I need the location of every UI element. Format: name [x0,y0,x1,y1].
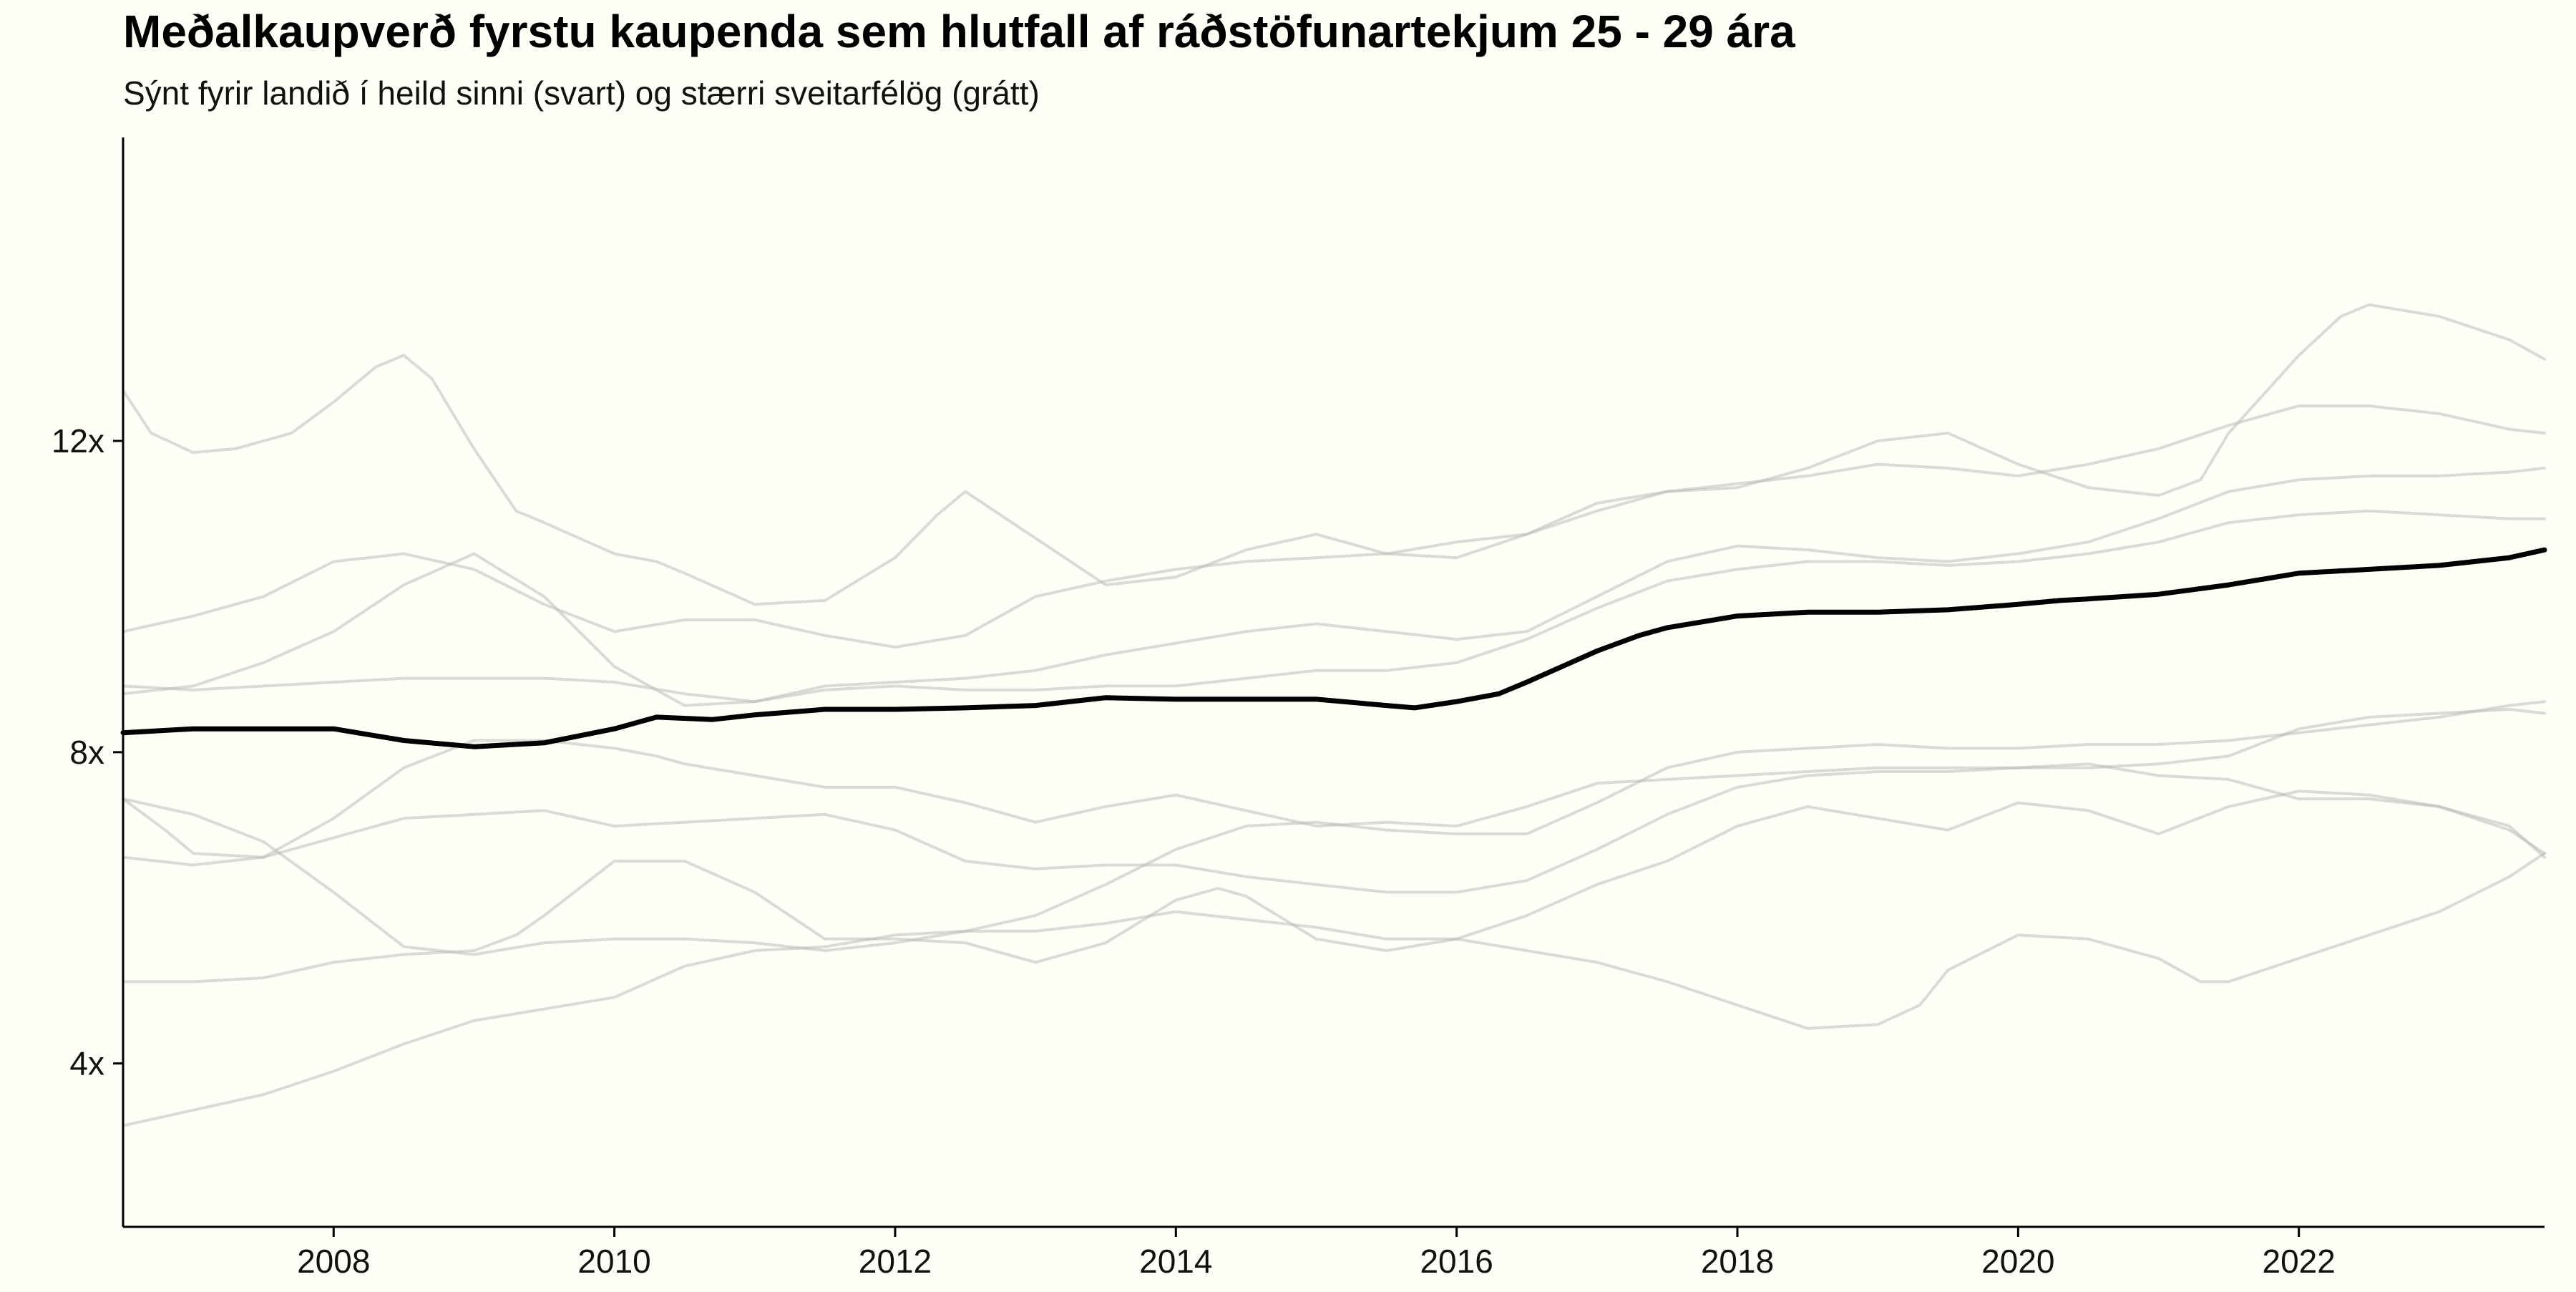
y-tick-label-12x: 12x [52,422,104,460]
series-line-municipality-6 [122,708,2546,859]
x-tick-label-2022: 2022 [2263,1243,2336,1280]
x-tick-label-2008: 2008 [297,1243,370,1280]
series-line-national [120,547,2547,749]
x-axis-ticks: 2008 2010 2012 2014 2016 2018 2020 2022 [297,1227,2336,1280]
series-line-municipality-1 [122,303,2546,606]
series-layer [120,303,2547,1127]
y-tick-label-4x: 4x [69,1045,104,1082]
series-line-municipality-5 [122,700,2546,956]
series-line-municipality-3 [122,467,2546,707]
y-axis-ticks: 4x 8x 12x [52,422,123,1082]
series-line-municipality-8 [122,790,2546,983]
chart-subtitle: Sýnt fyrir landið í heild sinni (svart) … [123,74,1040,112]
series-line-municipality-9 [122,852,2546,1127]
series-line-municipality-4 [122,509,2546,704]
x-tick-label-2018: 2018 [1701,1243,1774,1280]
x-tick-label-2012: 2012 [859,1243,932,1280]
y-tick-label-8x: 8x [69,734,104,771]
x-tick-label-2010: 2010 [577,1243,650,1280]
chart-title: Meðalkaupverð fyrstu kaupenda sem hlutfa… [123,6,1795,57]
series-line-municipality-2 [122,404,2546,649]
x-tick-label-2014: 2014 [1139,1243,1212,1280]
series-line-municipality-7 [122,762,2546,894]
x-tick-label-2020: 2020 [1981,1243,2054,1280]
x-tick-label-2016: 2016 [1420,1243,1493,1280]
